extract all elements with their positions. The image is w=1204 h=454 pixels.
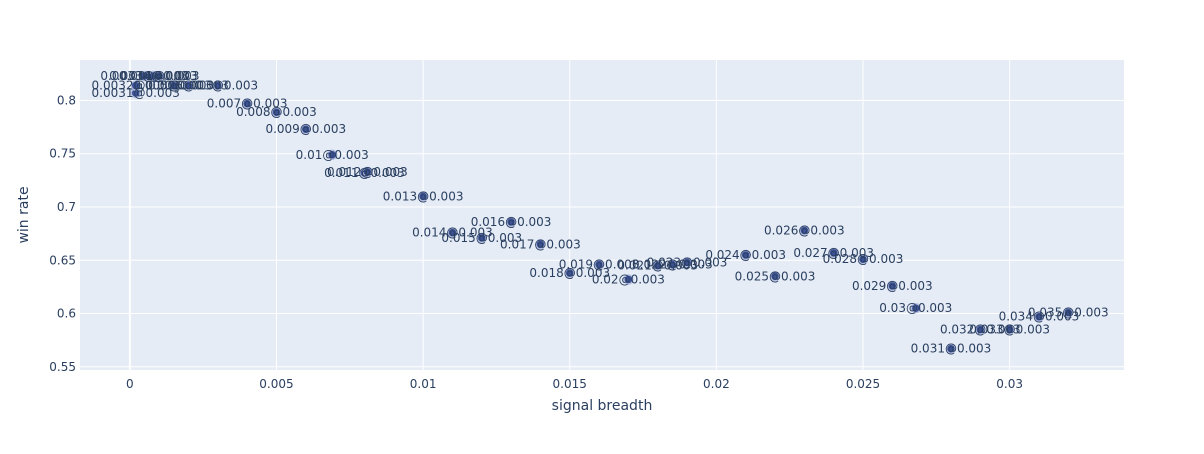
data-point[interactable] xyxy=(623,274,634,285)
data-point[interactable] xyxy=(1004,324,1015,335)
data-label: 0.003@0.003 xyxy=(177,79,258,93)
data-point[interactable] xyxy=(362,166,373,178)
data-label: 0.024@0.003 xyxy=(705,248,786,262)
data-point[interactable] xyxy=(447,227,458,238)
x-tick-label: 0.015 xyxy=(553,377,587,391)
y-axis-ticks: 0.55 0.6 0.65 0.7 0.75 0.8 xyxy=(49,93,76,373)
data-point[interactable] xyxy=(153,70,165,82)
y-tick-label: 0.8 xyxy=(57,93,76,107)
data-label: 0.0033@0.003 xyxy=(100,69,188,83)
data-point[interactable] xyxy=(799,225,810,236)
y-tick-label: 0.65 xyxy=(49,253,76,267)
data-label: 0.0031@0.003 xyxy=(92,86,180,100)
data-label: 0.016@0.003 xyxy=(471,215,552,229)
y-tick-label: 0.55 xyxy=(49,360,76,374)
data-labels: 0.0031@0.0030.0032@0.0030.0033@0.0030.00… xyxy=(92,69,1109,356)
data-label: 0.033@0.003 xyxy=(969,323,1050,337)
data-point[interactable] xyxy=(740,249,751,261)
x-tick-label: 0 xyxy=(126,377,134,391)
data-point[interactable] xyxy=(505,216,517,228)
data-label: 0.011@0.003 xyxy=(324,166,405,180)
data-point[interactable] xyxy=(945,343,957,354)
data-point[interactable] xyxy=(476,232,488,244)
data-label: 0.0032@0.003 xyxy=(92,79,180,93)
x-tick-label: 0.02 xyxy=(703,377,730,391)
data-point[interactable] xyxy=(975,324,986,335)
data-point[interactable] xyxy=(857,253,869,265)
x-tick-label: 0.025 xyxy=(846,377,880,391)
data-point[interactable] xyxy=(681,257,693,268)
data-label: 0.029@0.003 xyxy=(852,279,933,293)
x-tick-label: 0.01 xyxy=(410,377,437,391)
data-label: 0.035@0.003 xyxy=(1028,305,1109,319)
data-label: 0.006@0.003 xyxy=(148,79,229,93)
data-point[interactable] xyxy=(652,260,663,271)
data-label: 0.009@0.003 xyxy=(265,122,346,136)
data-point[interactable] xyxy=(241,98,253,109)
data-label: 0.005@0.003 xyxy=(133,79,214,93)
data-label: 0.031@0.003 xyxy=(911,342,992,356)
y-tick-label: 0.6 xyxy=(57,307,76,321)
data-label: 0.008@0.003 xyxy=(236,105,317,119)
data-label: 0.001@0.003 xyxy=(119,69,200,83)
x-tick-label: 0.03 xyxy=(996,377,1023,391)
data-label: 0.019@0.003 xyxy=(559,258,640,272)
data-label: 0.017@0.003 xyxy=(500,237,581,251)
data-label: 0.028@0.003 xyxy=(823,252,904,266)
data-point[interactable] xyxy=(667,259,678,270)
data-label: 0.032@0.003 xyxy=(940,323,1021,337)
data-label: 0.034@0.003 xyxy=(999,310,1080,324)
data-point[interactable] xyxy=(910,302,922,314)
data-point[interactable] xyxy=(212,80,224,91)
data-label: 0.026@0.003 xyxy=(764,223,845,237)
data-label: 0.012@0.003 xyxy=(327,165,408,179)
data-label: 0.013@0.003 xyxy=(383,189,464,203)
data-label: 0.02@0.003 xyxy=(592,272,665,286)
data-label: 0.03@0.003 xyxy=(879,301,952,315)
data-label: 0.023@0.003 xyxy=(647,255,728,269)
data-point[interactable] xyxy=(828,247,839,259)
data-point[interactable] xyxy=(887,280,898,292)
x-tick-label: 0.005 xyxy=(259,377,293,391)
data-point[interactable] xyxy=(326,149,338,161)
data-point[interactable] xyxy=(1033,311,1045,322)
y-tick-label: 0.7 xyxy=(57,200,76,214)
plot-background xyxy=(80,60,1124,370)
data-label: 0.007@0.003 xyxy=(207,97,288,111)
y-tick-label: 0.75 xyxy=(49,147,76,161)
data-point[interactable] xyxy=(417,191,429,202)
data-point[interactable] xyxy=(769,271,781,282)
data-points xyxy=(130,70,1074,354)
data-point[interactable] xyxy=(271,106,282,118)
y-axis-title: win rate xyxy=(16,186,32,243)
data-label: 0.014@0.003 xyxy=(412,226,493,240)
data-point[interactable] xyxy=(564,267,575,279)
data-label: 0.025@0.003 xyxy=(735,269,816,283)
x-axis-ticks: 0 0.005 0.01 0.015 0.02 0.025 0.03 xyxy=(126,377,1023,391)
data-label: 0.0034@0.003 xyxy=(109,69,197,83)
data-point[interactable] xyxy=(183,80,194,91)
data-label: 0.01@0.003 xyxy=(296,148,369,162)
data-point[interactable] xyxy=(593,259,605,270)
data-point[interactable] xyxy=(300,123,312,135)
data-point[interactable] xyxy=(1063,307,1074,318)
x-axis-title: signal breadth xyxy=(552,398,653,414)
data-point[interactable] xyxy=(535,239,546,250)
data-label: 0.027@0.003 xyxy=(793,246,874,260)
data-label: 0.021@0.003 xyxy=(617,259,698,273)
data-label: 0.022@0.003 xyxy=(632,258,713,272)
data-label: 0.015@0.003 xyxy=(441,231,522,245)
data-point[interactable] xyxy=(130,80,141,91)
data-point[interactable] xyxy=(168,80,180,91)
data-label: 0.018@0.003 xyxy=(529,266,610,280)
